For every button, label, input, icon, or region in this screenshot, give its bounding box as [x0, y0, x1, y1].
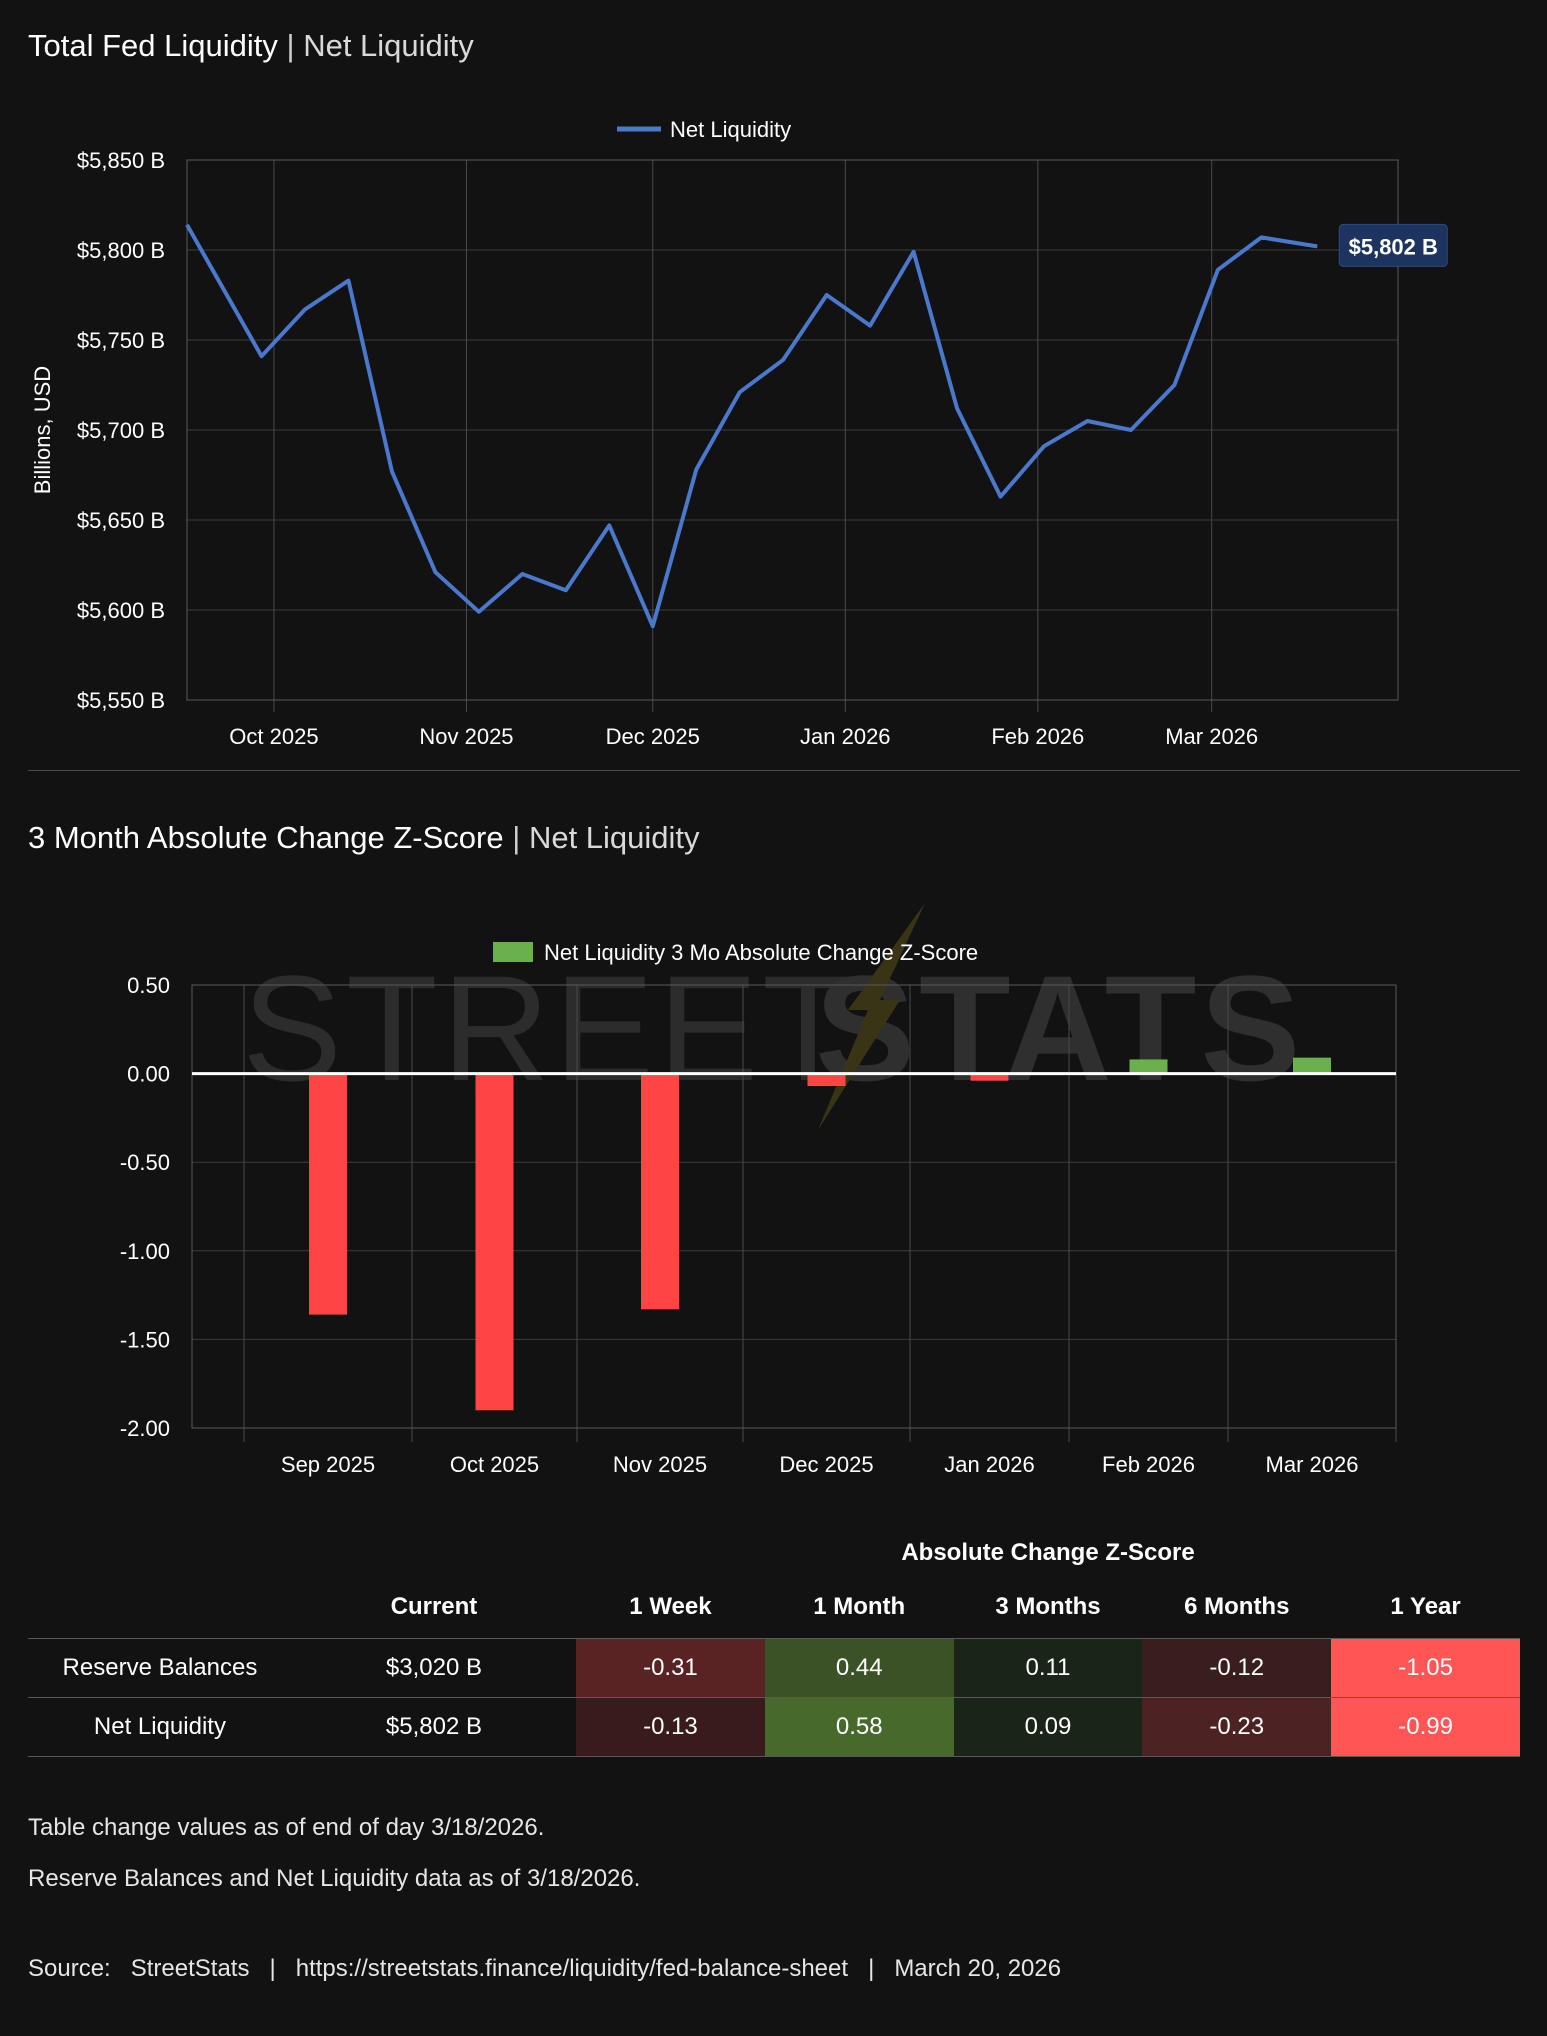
- x-tick-label: Jan 2026: [944, 1452, 1035, 1477]
- legend-label: Net Liquidity 3 Mo Absolute Change Z-Sco…: [544, 940, 978, 965]
- zscore-bar: [807, 1073, 846, 1087]
- legend-label: Net Liquidity: [670, 117, 791, 142]
- y-tick-label: $5,600 B: [77, 598, 165, 623]
- zscore-bar: [1293, 1057, 1331, 1074]
- x-tick-label: Oct 2025: [450, 1452, 539, 1477]
- zscore-cell: 0.58: [764, 1697, 954, 1757]
- zscore-cell: -0.23: [1142, 1697, 1332, 1757]
- column-header: 1 Week: [576, 1576, 765, 1639]
- y-tick-label: $5,800 B: [77, 238, 165, 263]
- current-value: $3,020 B: [291, 1638, 577, 1698]
- zscore-bar: [1129, 1059, 1168, 1074]
- row-label: Reserve Balances: [28, 1638, 292, 1698]
- x-tick-label: Feb 2026: [991, 724, 1084, 749]
- zscore-cell: 0.09: [953, 1697, 1143, 1757]
- last-value-label: $5,802 B: [1349, 234, 1438, 259]
- x-tick-label: Mar 2026: [1165, 724, 1258, 749]
- zscore-bar: [641, 1073, 679, 1310]
- x-tick-label: Jan 2026: [800, 724, 891, 749]
- y-tick-label: $5,650 B: [77, 508, 165, 533]
- zscore-table: Absolute Change Z-Score Current 1 Week 1 M…: [28, 1530, 1520, 1757]
- line-chart-title-main: Total Fed Liquidity: [28, 28, 278, 63]
- x-tick-label: Dec 2025: [606, 724, 700, 749]
- x-tick-label: Mar 2026: [1266, 1452, 1359, 1477]
- title-separator: |: [512, 820, 521, 855]
- source-date: March 20, 2026: [894, 1955, 1062, 1982]
- zscore-cell: 0.44: [764, 1638, 954, 1698]
- net-liquidity-line: [185, 223, 1318, 629]
- source-url-link[interactable]: https://streetstats.finance/liquidity/fe…: [295, 1955, 849, 1982]
- bar-chart-title-sub: Net Liquidity: [528, 820, 700, 855]
- current-value: $5,802 B: [291, 1697, 577, 1757]
- bar-chart-title: 3 Month Absolute Change Z-Score | Net Li…: [28, 820, 700, 856]
- plot-frame: [186, 159, 1399, 701]
- section-divider: [28, 770, 1520, 771]
- zscore-group-header: Absolute Change Z-Score: [901, 1539, 1195, 1566]
- y-tick-label: $5,750 B: [77, 328, 165, 353]
- y-tick-label: $5,550 B: [77, 688, 165, 713]
- column-header: 1 Year: [1331, 1576, 1520, 1639]
- note-data-date: Reserve Balances and Net Liquidity data …: [28, 1865, 641, 1892]
- plot-frame: [191, 984, 1397, 1429]
- title-separator: |: [286, 28, 295, 63]
- y-tick-label: -1.50: [120, 1327, 170, 1352]
- y-tick-label: $5,700 B: [77, 418, 165, 443]
- bar-chart-title-main: 3 Month Absolute Change Z-Score: [28, 820, 504, 855]
- column-header: 1 Month: [764, 1576, 954, 1639]
- column-header: 3 Months: [953, 1576, 1143, 1639]
- x-tick-label: Nov 2025: [419, 724, 513, 749]
- x-tick-label: Sep 2025: [281, 1452, 375, 1477]
- source-name: StreetStats: [130, 1955, 250, 1982]
- note-table-date: Table change values as of end of day 3/1…: [28, 1814, 545, 1841]
- watermark-bold: STATS: [815, 944, 1304, 1112]
- zscore-bar: [309, 1073, 347, 1315]
- zscore-cell: 0.11: [953, 1638, 1143, 1698]
- y-tick-label: 0.50: [127, 973, 170, 998]
- zscore-cell: -0.13: [576, 1697, 765, 1757]
- zscore-bar: [475, 1073, 514, 1411]
- empty-header: [28, 1530, 292, 1576]
- x-tick-label: Nov 2025: [613, 1452, 707, 1477]
- table-row: Reserve Balances $3,020 B -0.31 0.44 0.11 -0.…: [28, 1638, 1520, 1698]
- zscore-cell: -1.05: [1331, 1638, 1520, 1698]
- last-value-badge: [1338, 223, 1448, 267]
- line-chart-title-sub: Net Liquidity: [303, 28, 474, 63]
- row-label-header: [28, 1576, 292, 1639]
- y-tick-label: $5,850 B: [77, 148, 165, 173]
- x-tick-label: Feb 2026: [1102, 1452, 1195, 1477]
- zscore-bar-chart: STREETSTATS0.500.00-0.50-1.00-1.50-2.00S…: [120, 903, 1397, 1477]
- zscore-cell: -0.31: [576, 1638, 765, 1698]
- row-label: Net Liquidity: [28, 1697, 292, 1757]
- y-tick-label: 0.00: [127, 1062, 170, 1087]
- column-header: Current: [291, 1576, 577, 1639]
- table-row: Net Liquidity $5,802 B -0.13 0.58 0.09 -0.23-…: [28, 1697, 1520, 1757]
- column-header: 6 Months: [1142, 1576, 1332, 1639]
- legend-swatch: [493, 942, 533, 962]
- zscore-cell: -0.99: [1331, 1697, 1520, 1757]
- empty-header: [292, 1530, 576, 1576]
- line-chart-title: Total Fed Liquidity | Net Liquidity: [28, 28, 474, 64]
- source-label: Source:: [28, 1955, 111, 1982]
- x-tick-label: Oct 2025: [229, 724, 318, 749]
- source-sep: |: [868, 1955, 875, 1982]
- source-sep: |: [269, 1955, 276, 1982]
- y-tick-label: -2.00: [120, 1416, 170, 1441]
- net-liquidity-line-chart: $5,550 B $5,600 B $5,650 B $5,700 B $5,750 B…: [30, 117, 1448, 749]
- y-axis-label: Billions, USD: [30, 366, 55, 494]
- x-tick-label: Dec 2025: [779, 1452, 873, 1477]
- source-line: Source: StreetStats | https://streetstat…: [28, 1955, 1061, 1983]
- y-tick-label: -1.00: [120, 1239, 170, 1264]
- zscore-cell: -0.12: [1142, 1638, 1332, 1698]
- y-tick-label: -0.50: [120, 1150, 170, 1175]
- zscore-bar: [970, 1073, 1009, 1081]
